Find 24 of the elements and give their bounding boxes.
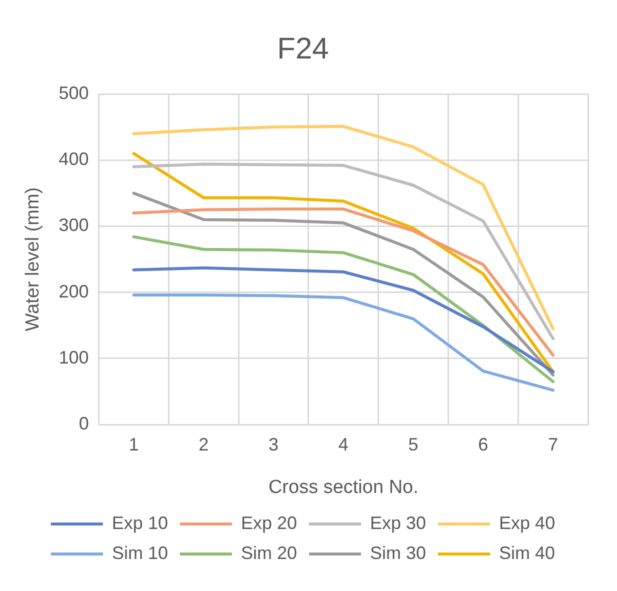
legend-label: Sim 10 [112, 542, 168, 563]
x-tick-label: 2 [198, 434, 209, 454]
x-tick-label: 7 [548, 434, 558, 454]
legend-label: Exp 30 [370, 512, 426, 533]
legend-label: Sim 40 [499, 542, 556, 563]
legend-label: Exp 40 [499, 512, 556, 533]
legend-label: Sim 20 [240, 542, 298, 563]
x-axis-title: Cross section No. [268, 476, 418, 498]
x-tick-label: 1 [128, 434, 139, 454]
x-tick-label: 4 [338, 434, 348, 454]
y-tick-label: 100 [58, 347, 89, 368]
chart-title: F24 [277, 32, 329, 66]
y-tick-label: 500 [58, 82, 89, 103]
y-tick-label: 400 [58, 149, 89, 170]
y-tick-label: 0 [78, 414, 89, 434]
x-tick-label: 3 [268, 434, 279, 454]
legend-label: Exp 10 [112, 512, 168, 533]
y-axis-title: Water level (mm) [22, 187, 44, 332]
y-tick-label: 200 [58, 281, 89, 302]
y-tick-label: 300 [58, 215, 89, 236]
x-tick-label: 6 [478, 434, 488, 454]
legend-label: Exp 20 [240, 512, 298, 533]
x-tick-label: 5 [408, 434, 418, 454]
legend-label: Sim 30 [370, 542, 426, 563]
